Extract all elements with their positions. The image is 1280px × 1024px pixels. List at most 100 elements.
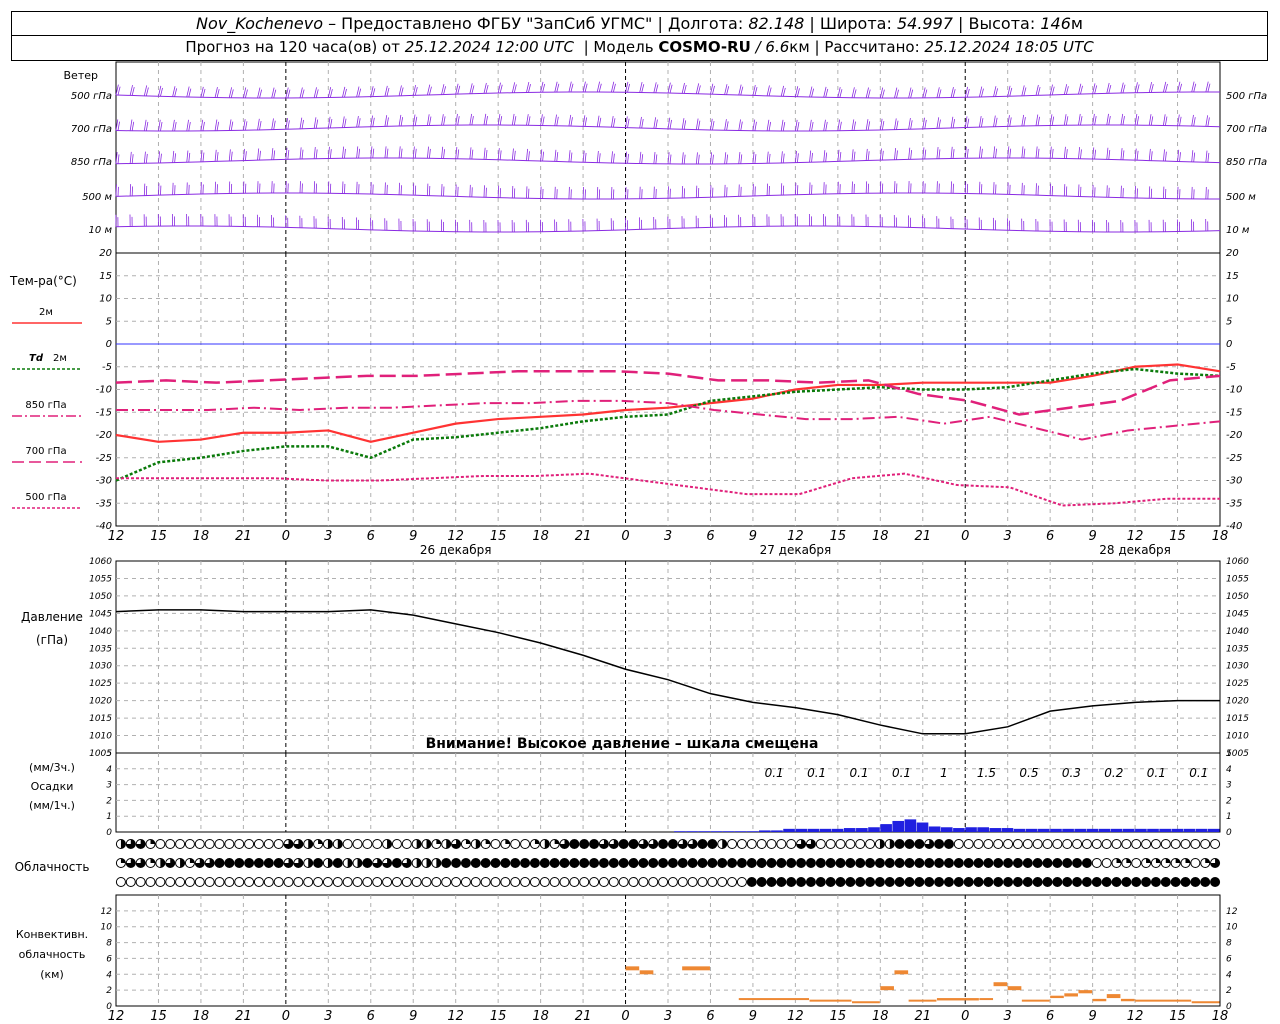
- wind-barb: [950, 87, 954, 98]
- wind-barb: [483, 147, 486, 160]
- wind-barb: [1120, 113, 1124, 126]
- precip-bar: [880, 824, 892, 832]
- wind-barb: [853, 121, 856, 131]
- y-tick-label-left: 1030: [89, 662, 112, 672]
- wind-barb: [896, 89, 899, 99]
- wind-barb: [655, 119, 658, 129]
- wind-barb: [964, 86, 969, 98]
- precip-bar: [1171, 828, 1184, 832]
- cloud-symbol: [884, 876, 895, 888]
- precip-bar: [916, 822, 929, 832]
- y-tick-label-left: 1025: [89, 679, 112, 689]
- cloud-symbol: [894, 838, 905, 850]
- day-label: 28 декабря: [1099, 543, 1171, 557]
- wind-barb: [1037, 148, 1040, 159]
- cloud-symbol: [263, 876, 274, 888]
- cloud-symbol: [253, 838, 264, 850]
- wind-barb: [526, 81, 530, 93]
- cloud-symbol: [224, 876, 235, 888]
- wind-barb: [653, 117, 657, 129]
- y-tick-label-right: 3: [1226, 781, 1232, 791]
- cloud-symbol: [638, 876, 649, 888]
- wind-barb: [1136, 84, 1140, 93]
- cloud-symbol: [579, 857, 590, 869]
- wind-barb: [1193, 117, 1196, 127]
- cloud-symbol: [244, 838, 255, 850]
- cloud-symbol: [520, 876, 531, 888]
- precip-bar: [795, 828, 808, 832]
- wind-barb: [669, 154, 672, 164]
- cloud-symbol: [372, 838, 383, 850]
- cloud-symbol: [293, 876, 304, 888]
- wind-barb: [398, 146, 401, 159]
- cloud-symbol: [658, 876, 669, 888]
- precip-3h-total: 0.5: [1019, 766, 1038, 780]
- wind-barb: [214, 149, 217, 162]
- wind-barb: [287, 150, 290, 160]
- cloud-symbol: [1012, 857, 1023, 869]
- hour-label-bottom: 15: [830, 1009, 847, 1024]
- wind-barb: [794, 119, 798, 132]
- cloud-symbol-fill: [505, 839, 510, 844]
- cloud-symbol: [175, 876, 186, 888]
- cloud-symbol: [1081, 857, 1092, 869]
- cloud-symbol: [943, 857, 954, 869]
- cloud-symbol: [717, 857, 728, 869]
- wind-barb: [752, 84, 756, 96]
- precip-bar: [953, 828, 965, 832]
- cloud-symbol: [855, 876, 866, 888]
- wind-barb: [740, 121, 743, 131]
- cloud-symbol: [934, 838, 945, 850]
- wind-barb: [1177, 149, 1180, 162]
- cloud-symbol: [746, 857, 757, 869]
- wind-barb: [1051, 116, 1055, 126]
- wind-barb: [978, 86, 983, 98]
- y-tick-label-right: 2: [1226, 796, 1232, 806]
- cloud-symbol: [1022, 857, 1033, 869]
- wind-barb: [441, 184, 443, 197]
- wind-barb: [809, 182, 811, 195]
- wind-barb: [313, 87, 317, 98]
- precip-bar: [1110, 828, 1123, 832]
- wind-barb: [386, 117, 389, 127]
- wind-barb: [570, 152, 573, 162]
- hour-label-top: 6: [706, 529, 714, 544]
- cloud-symbol: [569, 857, 580, 869]
- wind-barb: [497, 148, 500, 160]
- cloud-symbol: [510, 857, 521, 869]
- cloud-symbol: [1062, 838, 1073, 850]
- wind-level-label-left: 500 гПа: [71, 91, 112, 102]
- cloud-symbol: [441, 876, 452, 888]
- cloud-symbol: [845, 838, 856, 850]
- wind-barb: [780, 119, 784, 132]
- cloud-symbol: [391, 876, 402, 888]
- wind-barb: [1021, 146, 1024, 159]
- cloud-symbol: [362, 857, 373, 869]
- wind-barb: [143, 183, 146, 196]
- hour-label-bottom: 6: [706, 1009, 714, 1024]
- convective-bar: [1064, 993, 1078, 997]
- wind-barb: [978, 115, 982, 128]
- wind-level-label-left: 850 гПа: [71, 157, 112, 168]
- wind-barb: [683, 120, 687, 130]
- hour-label-bottom: 18: [532, 1009, 549, 1024]
- forecast-time: 25.12.2024 12:00 UTC: [404, 38, 575, 56]
- cloud-symbol-fill: [426, 858, 432, 868]
- cloud-symbol: [155, 876, 166, 888]
- cloud-symbol: [451, 857, 462, 869]
- wind-barb: [639, 151, 642, 164]
- cloud-symbol: [559, 857, 570, 869]
- wind-barb: [738, 84, 742, 96]
- wind-barb: [570, 83, 574, 93]
- cloud-symbol: [224, 838, 235, 850]
- wind-barb: [1162, 186, 1165, 199]
- precip-bar: [698, 831, 710, 832]
- wind-barb: [1035, 84, 1039, 96]
- wind-barb: [1120, 148, 1123, 160]
- wind-barb: [1049, 146, 1052, 159]
- cloud-symbol: [914, 857, 925, 869]
- wind-barb: [879, 118, 883, 131]
- cloud-symbol-fill: [136, 839, 146, 849]
- precip-3h-total: 1: [940, 766, 948, 780]
- y-tick-label-left: 1015: [89, 714, 112, 724]
